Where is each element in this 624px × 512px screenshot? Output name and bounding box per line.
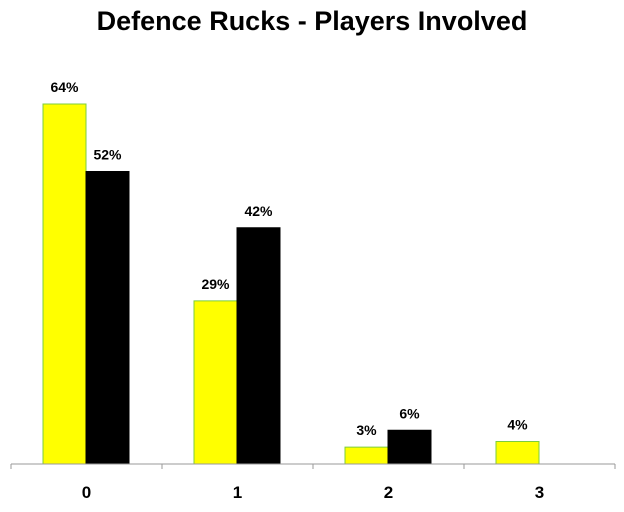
bar-0-series-1 <box>42 103 87 465</box>
data-label-1-series-2: 42% <box>244 203 273 219</box>
x-tick-label-3: 3 <box>535 483 544 502</box>
chart-title: Defence Rucks - Players Involved <box>96 6 528 36</box>
labels-layer: 64% 52% 0 29% 42% 1 3% 6% 2 4% 3 <box>50 79 544 502</box>
data-label-0-series-1: 64% <box>50 79 79 95</box>
x-tick-label-0: 0 <box>82 483 91 502</box>
x-tick-label-2: 2 <box>384 483 393 502</box>
bars-layer <box>42 103 540 465</box>
x-axis <box>10 463 616 469</box>
bar-2-series-1 <box>344 446 389 465</box>
bar-2-series-2 <box>387 429 432 465</box>
data-label-1-series-1: 29% <box>201 276 230 292</box>
data-label-2-series-1: 3% <box>356 422 377 438</box>
bar-0-series-2 <box>85 171 130 465</box>
bar-1-series-2 <box>236 227 281 465</box>
data-label-3-series-1: 4% <box>507 417 528 433</box>
data-label-2-series-2: 6% <box>399 405 420 421</box>
bar-3-series-1 <box>495 441 540 465</box>
data-label-0-series-2: 52% <box>93 147 122 163</box>
x-tick-label-1: 1 <box>233 483 242 502</box>
bar-1-series-1 <box>193 300 238 465</box>
